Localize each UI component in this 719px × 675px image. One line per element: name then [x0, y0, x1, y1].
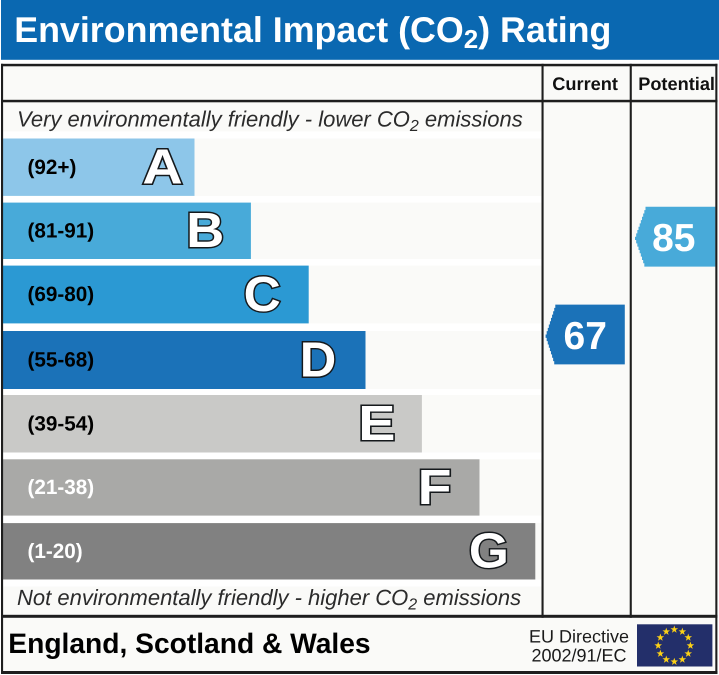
- svg-text:(39-54): (39-54): [28, 412, 95, 435]
- svg-text:C: C: [244, 267, 281, 322]
- svg-text:D: D: [300, 332, 337, 387]
- svg-text:G: G: [469, 524, 509, 579]
- svg-text:(81-91): (81-91): [28, 220, 95, 243]
- svg-text:Very environmentally friendly: Very environmentally friendly - lower CO…: [17, 106, 523, 135]
- svg-text:(1-20): (1-20): [28, 540, 83, 563]
- svg-text:A: A: [142, 140, 182, 195]
- svg-text:Not environmentally friendly -: Not environmentally friendly - higher CO…: [17, 585, 521, 614]
- svg-text:(55-68): (55-68): [28, 349, 95, 372]
- svg-text:85: 85: [652, 217, 695, 260]
- svg-text:2002/91/EC: 2002/91/EC: [531, 645, 626, 665]
- svg-text:England, Scotland & Wales: England, Scotland & Wales: [8, 627, 370, 659]
- svg-text:E: E: [358, 396, 395, 451]
- svg-text:(21-38): (21-38): [28, 476, 95, 499]
- svg-text:(69-80): (69-80): [28, 283, 95, 306]
- svg-text:Potential: Potential: [638, 74, 715, 94]
- svg-text:Current: Current: [552, 74, 618, 94]
- svg-text:(92+): (92+): [28, 156, 77, 179]
- svg-text:EU Directive: EU Directive: [529, 626, 629, 646]
- svg-text:B: B: [186, 203, 224, 258]
- svg-text:Environmental Impact (CO2) Rat: Environmental Impact (CO2) Rating: [14, 10, 611, 54]
- svg-text:67: 67: [564, 315, 607, 358]
- svg-text:F: F: [418, 460, 452, 515]
